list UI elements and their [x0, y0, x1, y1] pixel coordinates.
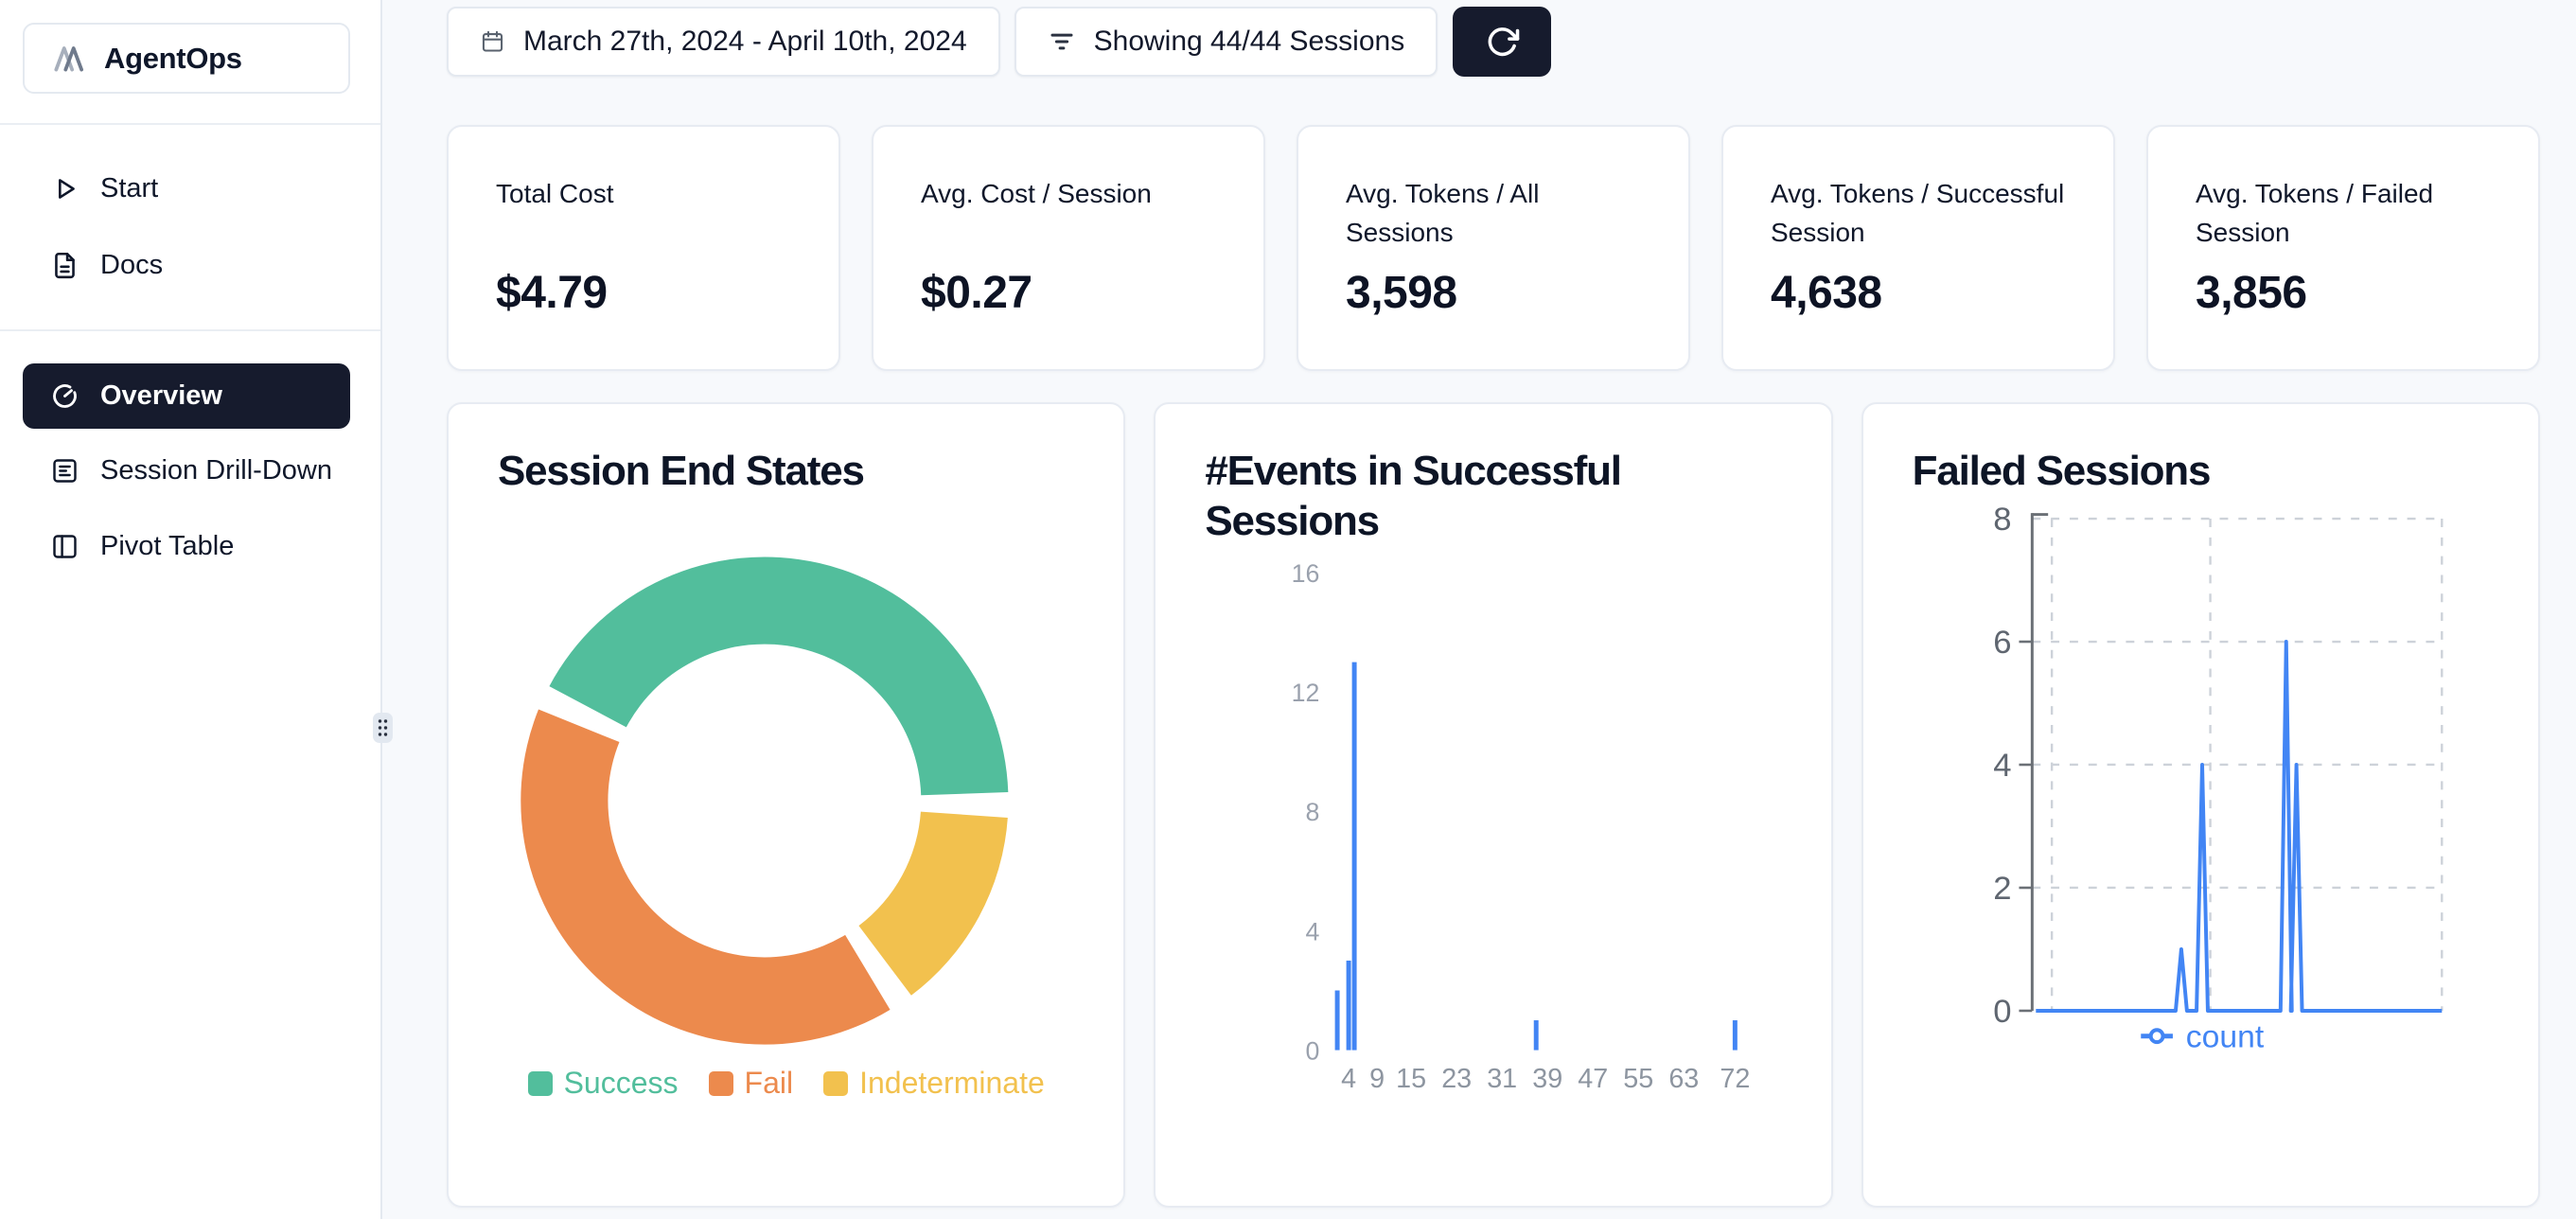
- sessions-filter-button[interactable]: Showing 44/44 Sessions: [1014, 7, 1438, 77]
- stat-value: 3,598: [1346, 268, 1457, 318]
- svg-text:47: 47: [1579, 1064, 1609, 1094]
- svg-text:4: 4: [1341, 1064, 1356, 1094]
- legend-label: Success: [563, 1066, 679, 1100]
- legend-label: Indeterminate: [859, 1066, 1045, 1100]
- calendar-icon: [480, 29, 505, 55]
- sidebar-item-label: Overview: [100, 380, 222, 411]
- legend-item-indeterminate[interactable]: Indeterminate: [823, 1066, 1045, 1101]
- grip-dots-icon: [377, 717, 389, 738]
- legend-swatch: [708, 1070, 733, 1096]
- file-text-icon: [50, 251, 79, 280]
- stats-row: Total Cost $4.79 Avg. Cost / Session $0.…: [447, 125, 2540, 371]
- sessions-filter-label: Showing 44/44 Sessions: [1093, 26, 1405, 57]
- brand-logo-box[interactable]: AgentOps: [23, 23, 350, 94]
- sidebar-item-label: Session Drill-Down: [100, 454, 332, 486]
- svg-text:2: 2: [1993, 871, 2011, 907]
- sidebar-item-overview[interactable]: Overview: [23, 363, 350, 429]
- refresh-icon: [1485, 25, 1520, 60]
- topbar: March 27th, 2024 - April 10th, 2024 Show…: [447, 7, 2540, 77]
- svg-text:8: 8: [1993, 502, 2011, 538]
- stat-value: $0.27: [921, 268, 1032, 318]
- svg-text:39: 39: [1533, 1064, 1563, 1094]
- sidebar-item-pivot-table[interactable]: Pivot Table: [23, 518, 350, 574]
- stat-value: 4,638: [1771, 268, 1882, 318]
- svg-text:8: 8: [1306, 798, 1320, 826]
- stat-value: $4.79: [496, 268, 608, 318]
- session-end-states-card: Session End States Success Fail Indeterm…: [447, 402, 1126, 1208]
- legend-swatch: [527, 1070, 553, 1096]
- columns-icon: [50, 532, 79, 561]
- stat-label: Avg. Tokens / All Sessions: [1346, 179, 1540, 247]
- stat-card-avg-tokens-all: Avg. Tokens / All Sessions 3,598: [1297, 125, 1690, 371]
- stat-value: 3,856: [2196, 268, 2307, 318]
- stat-card-avg-cost-session: Avg. Cost / Session $0.27: [872, 125, 1265, 371]
- stat-label: Total Cost: [496, 179, 614, 208]
- stat-label: Avg. Cost / Session: [921, 179, 1152, 208]
- chart-title: Session End States: [498, 448, 865, 494]
- brand-name: AgentOps: [104, 41, 242, 75]
- sidebar-item-label: Pivot Table: [100, 530, 235, 561]
- refresh-button[interactable]: [1453, 7, 1552, 77]
- svg-text:4: 4: [1993, 748, 2011, 784]
- svg-text:0: 0: [1306, 1036, 1320, 1065]
- svg-text:31: 31: [1488, 1064, 1518, 1094]
- stat-label: Avg. Tokens / Successful Session: [1771, 179, 2065, 247]
- legend-item-success[interactable]: Success: [527, 1066, 679, 1101]
- svg-text:0: 0: [1993, 994, 2011, 1030]
- session-end-states-donut[interactable]: [449, 404, 1123, 1206]
- sidebar-item-label: Start: [100, 172, 159, 203]
- sidebar-item-session-drill-down[interactable]: Session Drill-Down: [23, 442, 350, 499]
- filter-icon: [1048, 27, 1076, 56]
- play-icon: [50, 174, 79, 203]
- main-content: March 27th, 2024 - April 10th, 2024 Show…: [382, 0, 2576, 1219]
- svg-text:6: 6: [1993, 625, 2011, 661]
- sidebar-item-docs[interactable]: Docs: [23, 237, 350, 293]
- sidebar: AgentOps Start Docs Overview: [0, 0, 382, 1219]
- svg-text:count: count: [2185, 1020, 2264, 1055]
- chart-title: Failed Sessions: [1912, 448, 2212, 494]
- donut-legend: Success Fail Indeterminate: [449, 1066, 1123, 1101]
- sidebar-divider: [0, 329, 380, 331]
- svg-text:4: 4: [1306, 917, 1320, 945]
- svg-text:63: 63: [1669, 1064, 1700, 1094]
- svg-text:12: 12: [1292, 679, 1320, 707]
- svg-text:16: 16: [1292, 559, 1320, 588]
- failed-sessions-card: Failed Sessions 0 2 4 6 8 count: [1861, 402, 2540, 1208]
- charts-row: Session End States Success Fail Indeterm…: [447, 402, 2540, 1208]
- svg-text:55: 55: [1624, 1064, 1654, 1094]
- list-box-icon: [50, 456, 79, 486]
- events-histogram-card: #Events in Successful Sessions 0 4 8 12 16 4 9…: [1154, 402, 1833, 1208]
- date-range-label: March 27th, 2024 - April 10th, 2024: [523, 26, 967, 57]
- stat-label: Avg. Tokens / Failed Session: [2196, 179, 2434, 247]
- legend-swatch: [823, 1070, 849, 1096]
- svg-text:72: 72: [1720, 1064, 1751, 1094]
- sidebar-item-label: Docs: [100, 249, 164, 280]
- svg-text:15: 15: [1396, 1064, 1426, 1094]
- stat-card-total-cost: Total Cost $4.79: [447, 125, 840, 371]
- agentops-logo-icon: [49, 39, 89, 79]
- legend-label: Fail: [744, 1066, 794, 1100]
- gauge-icon: [50, 381, 79, 411]
- stat-card-avg-tokens-successful: Avg. Tokens / Successful Session 4,638: [1721, 125, 2115, 371]
- chart-title: #Events in Successful Sessions: [1205, 448, 1622, 544]
- date-range-button[interactable]: March 27th, 2024 - April 10th, 2024: [447, 7, 1000, 77]
- sidebar-divider: [0, 123, 380, 125]
- legend-item-fail[interactable]: Fail: [708, 1066, 794, 1101]
- sidebar-item-start[interactable]: Start: [23, 160, 350, 217]
- sidebar-resize-handle[interactable]: [373, 713, 393, 743]
- svg-text:9: 9: [1369, 1064, 1385, 1094]
- failed-sessions-plot[interactable]: 0 2 4 6 8 count: [1863, 404, 2538, 1206]
- stat-card-avg-tokens-failed: Avg. Tokens / Failed Session 3,856: [2146, 125, 2540, 371]
- svg-text:23: 23: [1442, 1064, 1473, 1094]
